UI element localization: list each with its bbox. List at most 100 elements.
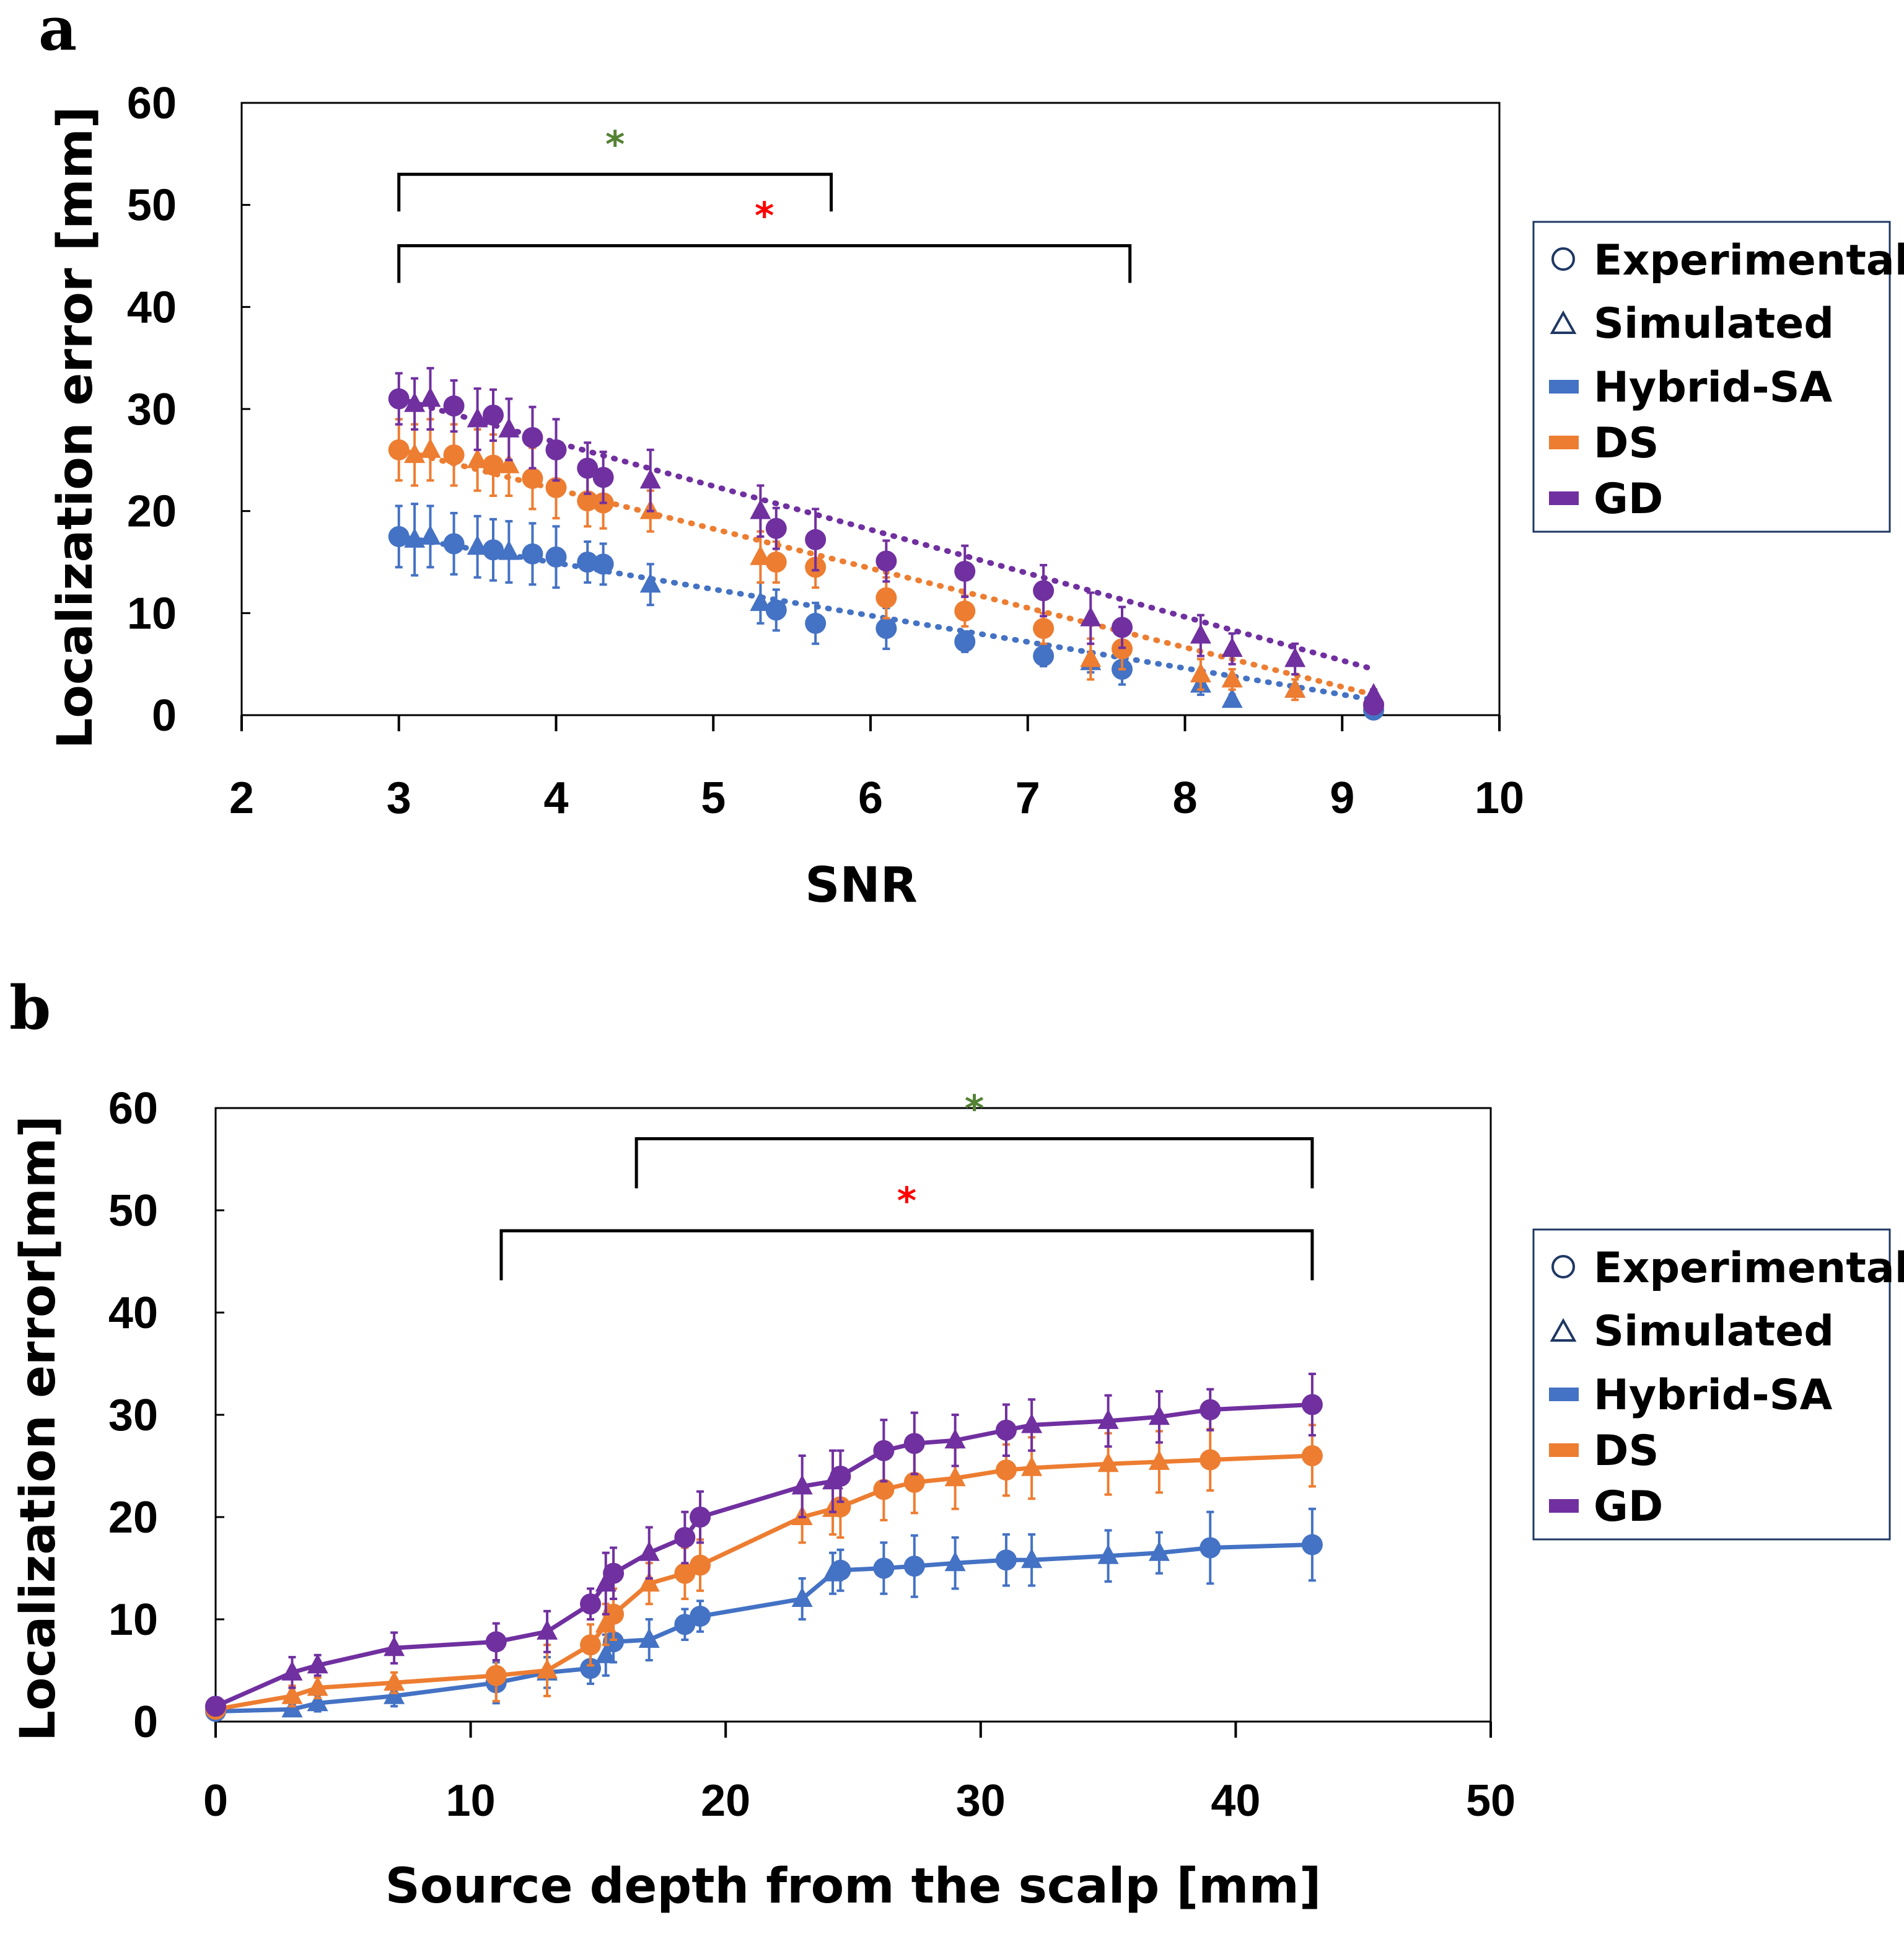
panel-b-legend: Experimental Simulated Hybrid-SA DS GD: [1532, 1228, 1904, 1541]
hybrid-swatch-icon: [1549, 380, 1579, 394]
simulated-point: [384, 1671, 405, 1691]
experimental-point: [954, 601, 976, 622]
series-gd: [205, 1373, 1323, 1717]
experimental-point: [805, 612, 827, 634]
experimental-point: [603, 1603, 625, 1625]
series-ds: [388, 418, 1384, 716]
experimental-point: [483, 539, 504, 561]
x-tick-label: 6: [858, 773, 883, 823]
experimental-point: [577, 552, 599, 573]
y-tick-label: 30: [127, 385, 177, 434]
simulated-point: [1097, 1452, 1119, 1472]
experimental-point: [830, 1466, 851, 1487]
y-tick-label: 20: [127, 487, 177, 537]
y-tick-label: 60: [108, 1084, 158, 1133]
simulated-point: [281, 1684, 303, 1704]
panel-b-label: b: [9, 973, 51, 1043]
simulated-point: [1190, 623, 1211, 644]
experimental-point: [603, 1562, 625, 1584]
x-tick-label: 8: [1172, 773, 1197, 823]
significance-asterisk: *: [605, 123, 625, 166]
simulated-point: [638, 1572, 660, 1592]
x-tick-label: 40: [1211, 1776, 1260, 1826]
experimental-point: [1200, 1399, 1221, 1420]
simulated-point: [419, 387, 441, 407]
x-tick-label: 10: [1475, 773, 1524, 823]
panel-b-y-axis-title: Localization error[mm]: [11, 1115, 66, 1741]
x-tick-label: 30: [956, 1776, 1006, 1826]
simulated-point: [595, 1643, 616, 1663]
hybrid-swatch-icon: [1549, 1388, 1579, 1401]
gd-swatch-icon: [1549, 491, 1579, 505]
panel-a-legend-gd: GD: [1594, 475, 1663, 524]
simulated-point: [467, 407, 488, 428]
simulated-point: [1148, 1405, 1170, 1425]
panel-a-legend-experimental: Experimental: [1594, 236, 1904, 285]
simulated-point: [595, 1613, 616, 1633]
significance-bracket: [397, 172, 833, 212]
experimental-point: [545, 439, 567, 460]
experimental-point: [1033, 580, 1055, 602]
x-tick-label: 9: [1330, 773, 1354, 823]
simulated-point: [307, 1691, 328, 1712]
experimental-point: [1112, 617, 1133, 638]
simulated-point: [498, 453, 520, 473]
x-tick-label: 4: [543, 773, 568, 823]
simulated-point: [1284, 677, 1306, 698]
experimental-point: [443, 444, 465, 466]
simulated-point: [1284, 647, 1306, 667]
panel-b-legend-ds: DS: [1594, 1427, 1659, 1476]
experimental-point: [577, 490, 599, 512]
simulated-point: [944, 1466, 966, 1487]
simulated-point: [638, 1628, 660, 1648]
experimental-point: [873, 1440, 895, 1461]
experimental-point: [1033, 645, 1055, 667]
panel-b-y-ticks: 0 10 20 30 40 50 60: [108, 1084, 224, 1747]
panel-a-x-ticks: 2 3 4 5 6 7 8 9 10: [229, 715, 1524, 823]
simulated-point: [1080, 647, 1102, 667]
simulated-point: [1021, 1456, 1043, 1476]
experimental-point: [1363, 694, 1384, 716]
experimental-point: [522, 543, 543, 565]
experimental-point: [873, 1557, 895, 1579]
simulated-point: [639, 573, 661, 593]
ds-swatch-icon: [1549, 436, 1579, 449]
simulated-point: [1221, 688, 1243, 708]
x-tick-label: 20: [701, 1776, 750, 1826]
panel-b-legend-experimental: Experimental: [1594, 1244, 1904, 1293]
simulated-point: [281, 1660, 303, 1681]
experimental-point: [765, 599, 787, 621]
circle-icon: [1551, 247, 1575, 271]
simulated-point: [1021, 1413, 1043, 1433]
y-tick-label: 60: [127, 79, 177, 128]
simulated-point: [1148, 1450, 1170, 1470]
panel-b-legend-hybrid-sa: Hybrid-SA: [1594, 1371, 1833, 1420]
simulated-point: [307, 1676, 328, 1696]
simulated-point: [1021, 1548, 1043, 1569]
experimental-point: [954, 560, 976, 582]
panel-a-series: [388, 367, 1384, 721]
experimental-point: [580, 1593, 602, 1615]
experimental-point: [690, 1554, 711, 1576]
experimental-point: [205, 1696, 226, 1717]
simulated-point: [307, 1653, 328, 1674]
experimental-point: [1301, 1445, 1323, 1466]
significance-asterisk: *: [897, 1179, 916, 1223]
experimental-point: [580, 1658, 602, 1679]
panel-a-legend-ds: DS: [1594, 419, 1659, 468]
simulated-point: [404, 392, 426, 412]
y-tick-label: 0: [152, 691, 177, 741]
simulated-point: [638, 1541, 660, 1561]
experimental-point: [485, 1631, 507, 1653]
significance-bracket: [634, 1137, 1314, 1189]
experimental-point: [805, 529, 827, 550]
experimental-point: [388, 526, 410, 547]
simulated-point: [595, 1572, 616, 1592]
experimental-point: [545, 546, 567, 568]
series-gd: [388, 367, 1384, 716]
simulated-point: [384, 1636, 405, 1657]
experimental-point: [995, 1419, 1017, 1441]
y-tick-label: 40: [127, 283, 177, 332]
